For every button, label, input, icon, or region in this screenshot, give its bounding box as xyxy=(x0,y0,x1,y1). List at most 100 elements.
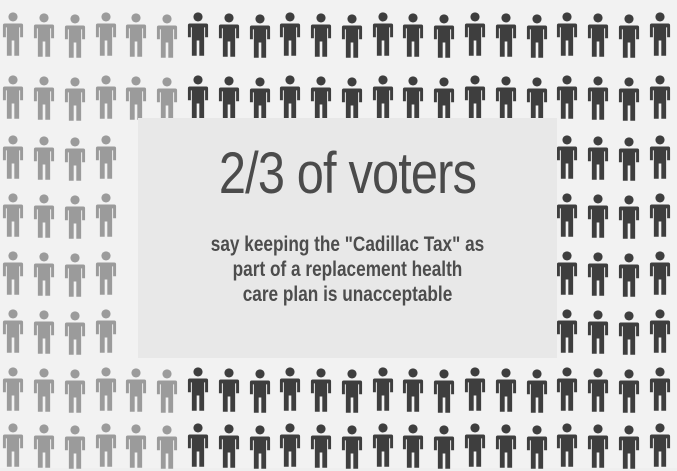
person-figure-62 xyxy=(64,253,86,297)
person-figure-74 xyxy=(618,311,640,355)
person-figure-28 xyxy=(187,75,209,119)
person-figure-118 xyxy=(618,425,640,469)
person-figure-7 xyxy=(218,13,240,57)
person-figure-18 xyxy=(556,12,578,56)
person-figure-80 xyxy=(125,368,147,412)
person-figure-1 xyxy=(33,13,55,57)
person-figure-83 xyxy=(218,368,240,412)
person-figure-41 xyxy=(587,76,609,120)
person-figure-113 xyxy=(464,423,486,467)
person-figure-27 xyxy=(156,77,178,121)
person-figure-79 xyxy=(95,367,117,411)
person-figure-65 xyxy=(587,252,609,296)
person-figure-53 xyxy=(33,194,55,238)
person-figure-100 xyxy=(64,425,86,469)
person-figure-66 xyxy=(618,253,640,297)
person-figure-106 xyxy=(249,425,271,469)
person-figure-42 xyxy=(618,77,640,121)
person-figure-75 xyxy=(649,309,671,353)
subtitle: say keeping the "Cadillac Tax" as part o… xyxy=(176,232,520,307)
person-figure-37 xyxy=(464,75,486,119)
person-figure-86 xyxy=(310,368,332,412)
person-figure-29 xyxy=(218,76,240,120)
person-figure-26 xyxy=(125,76,147,120)
person-figure-36 xyxy=(433,77,455,121)
person-figure-10 xyxy=(310,13,332,57)
person-figure-54 xyxy=(64,195,86,239)
person-figure-49 xyxy=(587,136,609,180)
person-figure-50 xyxy=(618,137,640,181)
person-figure-47 xyxy=(95,135,117,179)
person-figure-21 xyxy=(649,12,671,56)
person-figure-22 xyxy=(2,75,24,119)
person-figure-58 xyxy=(618,195,640,239)
person-figure-82 xyxy=(187,367,209,411)
person-figure-31 xyxy=(279,75,301,119)
person-figure-43 xyxy=(649,75,671,119)
person-figure-97 xyxy=(649,367,671,411)
person-figure-117 xyxy=(587,424,609,468)
person-figure-32 xyxy=(310,76,332,120)
person-figure-14 xyxy=(433,14,455,58)
person-figure-96 xyxy=(618,369,640,413)
person-figure-115 xyxy=(526,425,548,469)
person-figure-94 xyxy=(556,367,578,411)
person-figure-64 xyxy=(556,251,578,295)
person-figure-60 xyxy=(2,251,24,295)
person-figure-71 xyxy=(95,309,117,353)
person-figure-84 xyxy=(249,369,271,413)
person-figure-33 xyxy=(341,77,363,121)
person-figure-73 xyxy=(587,310,609,354)
person-figure-110 xyxy=(372,423,394,467)
person-figure-102 xyxy=(125,424,147,468)
person-figure-40 xyxy=(556,75,578,119)
person-figure-93 xyxy=(526,369,548,413)
person-figure-105 xyxy=(218,424,240,468)
person-figure-12 xyxy=(372,12,394,56)
person-figure-11 xyxy=(341,14,363,58)
person-figure-98 xyxy=(2,423,24,467)
person-figure-76 xyxy=(2,367,24,411)
person-figure-61 xyxy=(33,252,55,296)
person-figure-6 xyxy=(187,12,209,56)
person-figure-25 xyxy=(95,75,117,119)
person-figure-24 xyxy=(64,77,86,121)
person-figure-52 xyxy=(2,193,24,237)
person-figure-35 xyxy=(402,76,424,120)
person-figure-9 xyxy=(279,12,301,56)
subtitle-line-1: say keeping the "Cadillac Tax" as xyxy=(210,233,485,256)
person-figure-48 xyxy=(556,135,578,179)
person-figure-112 xyxy=(433,425,455,469)
subtitle-line-2: part of a replacement health xyxy=(232,258,463,281)
person-figure-39 xyxy=(526,77,548,121)
person-figure-72 xyxy=(556,309,578,353)
person-figure-119 xyxy=(649,423,671,467)
person-figure-69 xyxy=(33,310,55,354)
person-figure-103 xyxy=(156,425,178,469)
person-figure-91 xyxy=(464,367,486,411)
headline: 2/3 of voters xyxy=(218,141,477,206)
person-figure-2 xyxy=(64,14,86,58)
person-figure-45 xyxy=(33,136,55,180)
person-figure-38 xyxy=(495,76,517,120)
person-figure-3 xyxy=(95,12,117,56)
person-figure-30 xyxy=(249,77,271,121)
person-figure-77 xyxy=(33,368,55,412)
person-figure-59 xyxy=(649,193,671,237)
person-figure-88 xyxy=(372,367,394,411)
person-figure-114 xyxy=(495,424,517,468)
person-figure-67 xyxy=(649,251,671,295)
person-figure-17 xyxy=(526,14,548,58)
person-figure-56 xyxy=(556,193,578,237)
person-figure-16 xyxy=(495,13,517,57)
person-figure-15 xyxy=(464,12,486,56)
center-panel: 2/3 of voters say keeping the "Cadillac … xyxy=(138,118,557,358)
person-figure-13 xyxy=(402,13,424,57)
person-figure-44 xyxy=(2,135,24,179)
person-figure-107 xyxy=(279,423,301,467)
person-figure-95 xyxy=(587,368,609,412)
person-figure-23 xyxy=(33,76,55,120)
person-figure-51 xyxy=(649,135,671,179)
